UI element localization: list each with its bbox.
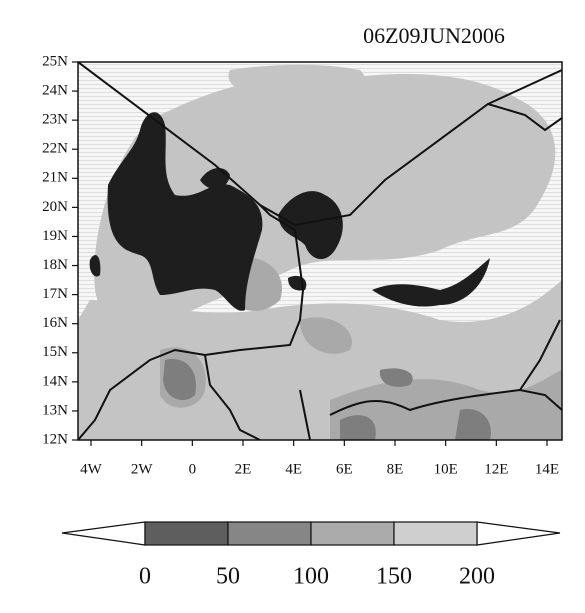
colorbar: 0 50 100 150 200 bbox=[61, 521, 561, 590]
lat-label: 22N bbox=[42, 141, 68, 157]
lat-label: 16N bbox=[42, 315, 68, 331]
lat-label: 18N bbox=[42, 257, 68, 273]
lon-label: 14E bbox=[535, 461, 559, 477]
lat-label: 24N bbox=[42, 83, 68, 99]
lat-axis: 25N 24N 23N 22N 21N 20N 19N 18N 17N 16N 15N 14N 13N 1… bbox=[42, 53, 78, 447]
colorbar-label: 50 bbox=[216, 564, 240, 590]
lon-label: 2E bbox=[235, 461, 252, 477]
colorbar-bin bbox=[310, 521, 395, 546]
lat-label: 19N bbox=[42, 228, 68, 244]
lon-axis: 4W 2W 0 2E 4E 6E 8E 10E 12E 14E bbox=[80, 440, 559, 477]
lat-label: 14N bbox=[42, 373, 68, 389]
lon-label: 2W bbox=[131, 461, 154, 477]
lon-label: 4W bbox=[80, 461, 103, 477]
lon-label: 4E bbox=[285, 461, 302, 477]
lat-label: 17N bbox=[42, 286, 68, 302]
colorbar-label: 150 bbox=[376, 564, 412, 590]
map-title: 06Z09JUN2006 bbox=[363, 23, 505, 48]
colorbar-label: 200 bbox=[459, 564, 495, 590]
lat-label: 21N bbox=[42, 170, 68, 186]
lon-label: 8E bbox=[387, 461, 404, 477]
lat-label: 23N bbox=[42, 112, 68, 128]
lat-label: 12N bbox=[42, 431, 68, 447]
colorbar-max-arrow bbox=[476, 521, 561, 546]
lon-label: 12E bbox=[484, 461, 508, 477]
colorbar-bin bbox=[227, 521, 312, 546]
lat-label: 20N bbox=[42, 199, 68, 215]
colorbar-bin bbox=[144, 521, 229, 546]
lon-label: 0 bbox=[189, 461, 197, 477]
lat-label: 25N bbox=[42, 53, 68, 69]
lat-label: 15N bbox=[42, 344, 68, 360]
map-frame bbox=[77, 61, 563, 441]
lat-label: 13N bbox=[42, 402, 68, 418]
dark-shading bbox=[163, 359, 491, 440]
colorbar-label: 0 bbox=[139, 564, 151, 590]
colorbar-bin bbox=[393, 521, 478, 546]
map-field bbox=[78, 62, 562, 440]
colorbar-min-arrow bbox=[61, 521, 146, 546]
colorbar-label: 100 bbox=[293, 564, 329, 590]
black-shading bbox=[89, 112, 490, 311]
lon-label: 6E bbox=[336, 461, 353, 477]
lon-label: 10E bbox=[434, 461, 458, 477]
boundaries bbox=[78, 62, 562, 440]
